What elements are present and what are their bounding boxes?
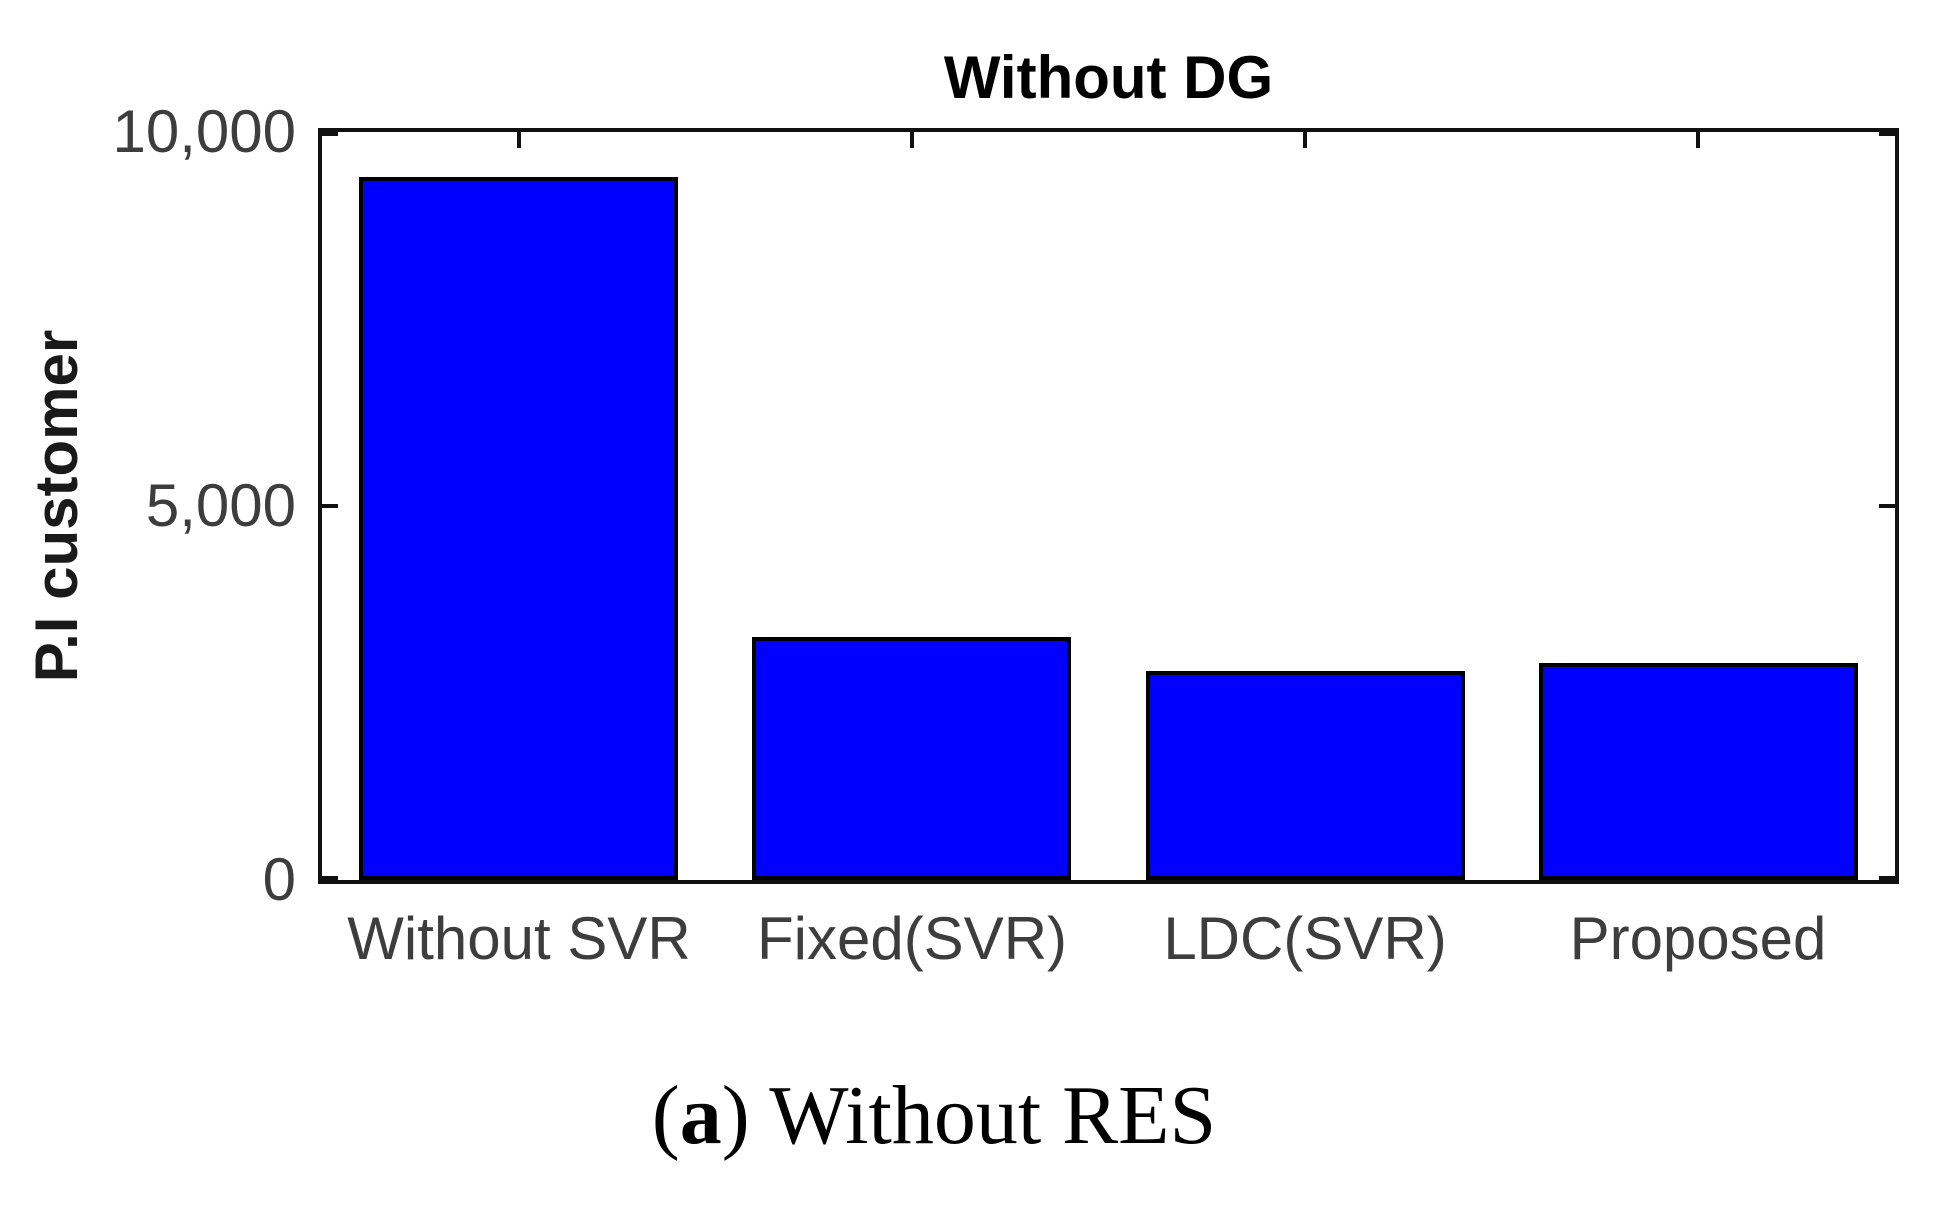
caption-text: Without RES xyxy=(769,1069,1217,1162)
x-tick-label: LDC(SVR) xyxy=(1163,905,1447,972)
y-tick-mark-right xyxy=(1879,876,1895,880)
y-tick-mark-right xyxy=(1879,132,1895,136)
bar-ldc-svr- xyxy=(1146,671,1465,880)
x-tick-mark-top xyxy=(1696,132,1700,148)
bar-fixed-svr- xyxy=(752,637,1071,880)
y-tick-mark-left xyxy=(322,504,338,508)
bar-proposed xyxy=(1539,663,1858,880)
y-tick-label: 10,000 xyxy=(112,98,296,165)
plot-area xyxy=(318,128,1899,884)
y-tick-mark-right xyxy=(1879,504,1895,508)
chart-title: Without DG xyxy=(943,44,1274,111)
caption-open-paren: ( xyxy=(651,1069,680,1162)
y-tick-label: 5,000 xyxy=(145,472,296,539)
x-tick-label: Without SVR xyxy=(347,905,691,972)
y-tick-label: 0 xyxy=(262,846,296,913)
caption-close-paren: ) xyxy=(721,1069,770,1162)
y-tick-mark-left xyxy=(322,876,338,880)
x-tick-mark-top xyxy=(1303,132,1307,148)
x-tick-label: Proposed xyxy=(1569,905,1827,972)
x-tick-mark-top xyxy=(517,132,521,148)
y-tick-mark-left xyxy=(322,132,338,136)
caption-marker: a xyxy=(679,1069,722,1162)
x-tick-mark-top xyxy=(910,132,914,148)
figure-caption: (a) Without RES xyxy=(0,1064,1868,1168)
bar-without-svr xyxy=(359,177,678,880)
x-tick-label: Fixed(SVR) xyxy=(756,905,1068,972)
